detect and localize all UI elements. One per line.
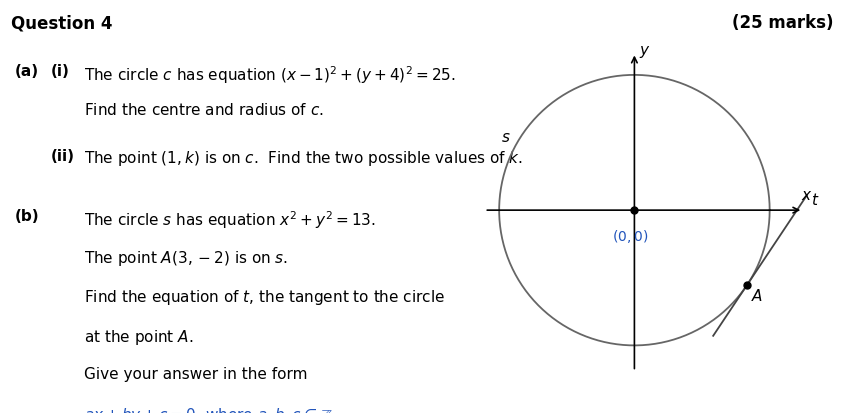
Text: Give your answer in the form: Give your answer in the form [84,366,307,381]
Text: (a): (a) [15,64,40,79]
Text: $t$: $t$ [811,191,820,207]
Text: (ii): (ii) [51,149,74,164]
Text: The circle $c$ has equation $(x - 1)^2 + (y + 4)^2 = 25$.: The circle $c$ has equation $(x - 1)^2 +… [84,64,455,85]
Text: Question 4: Question 4 [11,14,112,32]
Text: (i): (i) [51,64,69,79]
Text: $x$: $x$ [801,188,813,202]
Text: $y$: $y$ [639,44,651,59]
Text: $A$: $A$ [751,287,764,303]
Text: (25 marks): (25 marks) [732,14,833,32]
Text: $(0, 0)$: $(0, 0)$ [612,228,648,244]
Text: Find the equation of $t$, the tangent to the circle: Find the equation of $t$, the tangent to… [84,287,445,306]
Text: $s$: $s$ [500,130,511,145]
Text: $ax + by + c = 0$, where $a, b, c \in \mathbb{Z}$.: $ax + by + c = 0$, where $a, b, c \in \m… [84,405,336,413]
Text: The circle $s$ has equation $x^2 + y^2 = 13$.: The circle $s$ has equation $x^2 + y^2 =… [84,209,376,230]
Text: The point $A(3, -2)$ is on $s$.: The point $A(3, -2)$ is on $s$. [84,248,288,267]
Text: at the point $A$.: at the point $A$. [84,327,193,346]
Text: The point $(1, k)$ is on $c$.  Find the two possible values of $k$.: The point $(1, k)$ is on $c$. Find the t… [84,149,522,168]
Text: Find the centre and radius of $c$.: Find the centre and radius of $c$. [84,102,323,118]
Text: (b): (b) [15,209,40,224]
